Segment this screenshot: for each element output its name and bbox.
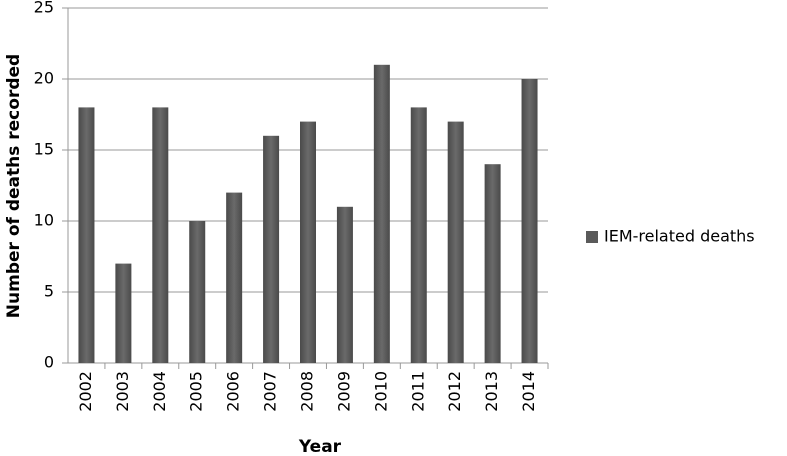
bar bbox=[410, 107, 427, 364]
x-tick-label: 2003 bbox=[113, 371, 132, 412]
x-tick-label: 2008 bbox=[298, 371, 317, 412]
x-tick-label: 2005 bbox=[187, 371, 206, 412]
y-tick-label: 5 bbox=[44, 282, 54, 301]
x-tick-label: 2014 bbox=[519, 371, 538, 412]
x-axis-title: Year bbox=[298, 437, 342, 456]
bar bbox=[152, 107, 169, 364]
y-tick-label: 25 bbox=[34, 0, 54, 17]
x-tick-label: 2007 bbox=[261, 371, 280, 412]
x-tick-label: 2012 bbox=[445, 371, 464, 412]
x-tick-label: 2009 bbox=[334, 371, 353, 412]
x-tick-label: 2004 bbox=[150, 371, 169, 412]
x-tick-label: 2013 bbox=[482, 371, 501, 412]
y-tick-label: 0 bbox=[44, 353, 54, 372]
y-axis-title: Number of deaths recorded bbox=[4, 54, 24, 318]
x-tick-label: 2006 bbox=[224, 371, 243, 412]
x-tick-label: 2002 bbox=[76, 371, 95, 412]
bar bbox=[189, 221, 206, 363]
bar bbox=[78, 107, 95, 364]
legend-marker bbox=[586, 231, 598, 243]
y-tick-label: 20 bbox=[34, 69, 54, 88]
bar bbox=[115, 263, 132, 363]
bar bbox=[336, 206, 353, 363]
legend-label: IEM-related deaths bbox=[604, 227, 755, 246]
y-tick-label: 10 bbox=[34, 211, 54, 230]
x-tick-label: 2010 bbox=[371, 371, 390, 412]
x-tick-label: 2011 bbox=[408, 371, 427, 412]
bar bbox=[373, 64, 390, 364]
bar bbox=[484, 164, 501, 363]
bar bbox=[263, 135, 280, 363]
bar bbox=[226, 192, 243, 363]
bar bbox=[521, 79, 538, 363]
bar bbox=[447, 121, 464, 363]
y-tick-label: 15 bbox=[34, 140, 54, 159]
bar bbox=[300, 121, 316, 363]
